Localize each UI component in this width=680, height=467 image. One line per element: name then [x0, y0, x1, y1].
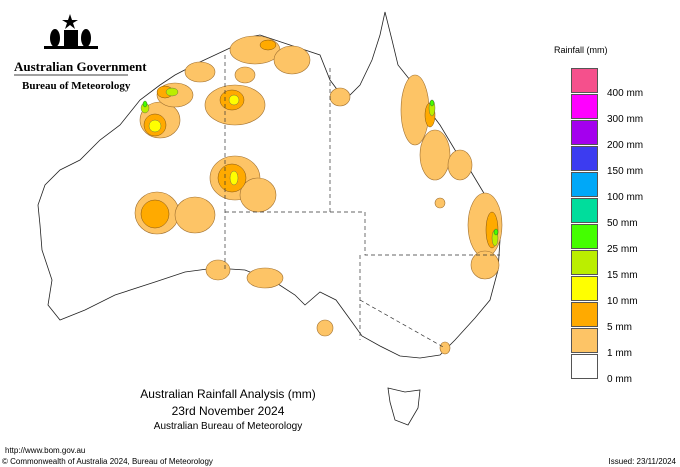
legend-label: 25 mm	[607, 244, 638, 255]
copyright: © Commonwealth of Australia 2024, Bureau…	[2, 457, 213, 466]
map-source: Australian Bureau of Meteorology	[153, 421, 303, 432]
tasmania-outline	[387, 387, 421, 426]
legend-swatch	[571, 172, 598, 197]
bom-url-link[interactable]: http://www.bom.gov.au	[5, 446, 86, 455]
state-borders	[224, 55, 500, 349]
legend-swatch	[571, 250, 598, 275]
legend-swatch	[571, 328, 598, 353]
legend-label: 5 mm	[607, 322, 632, 333]
legend-label: 150 mm	[607, 166, 644, 177]
legend-swatch	[571, 94, 598, 119]
legend-swatch	[571, 120, 598, 145]
org-name: Australian Government	[14, 59, 147, 74]
map-date: 23rd November 2024	[171, 404, 285, 418]
legend-label: 200 mm	[607, 140, 644, 151]
legend-swatch	[571, 198, 598, 223]
legend-swatch	[571, 224, 598, 249]
legend-label: 10 mm	[607, 296, 638, 307]
legend-label: 100 mm	[607, 192, 644, 203]
legend-swatch	[571, 354, 598, 379]
legend-label: 1 mm	[607, 348, 632, 359]
legend-swatch	[571, 68, 598, 93]
legend-label: 400 mm	[607, 88, 644, 99]
bureau-name: Bureau of Meteorology	[22, 80, 131, 92]
rainfall-25-50mm	[142, 99, 499, 236]
legend-label: 300 mm	[607, 114, 644, 125]
legend-swatch	[571, 276, 598, 301]
legend-swatch	[571, 302, 598, 327]
issued-date: Issued: 23/11/2024	[608, 457, 676, 466]
legend-label: 0 mm	[607, 374, 632, 385]
legend-title: Rainfall (mm)	[554, 45, 608, 55]
map-title: Australian Rainfall Analysis (mm)	[140, 387, 316, 401]
legend-label: 15 mm	[607, 270, 638, 281]
coat-of-arms-logo	[44, 14, 98, 49]
legend-label: 50 mm	[607, 218, 638, 229]
legend-swatch	[571, 146, 598, 171]
